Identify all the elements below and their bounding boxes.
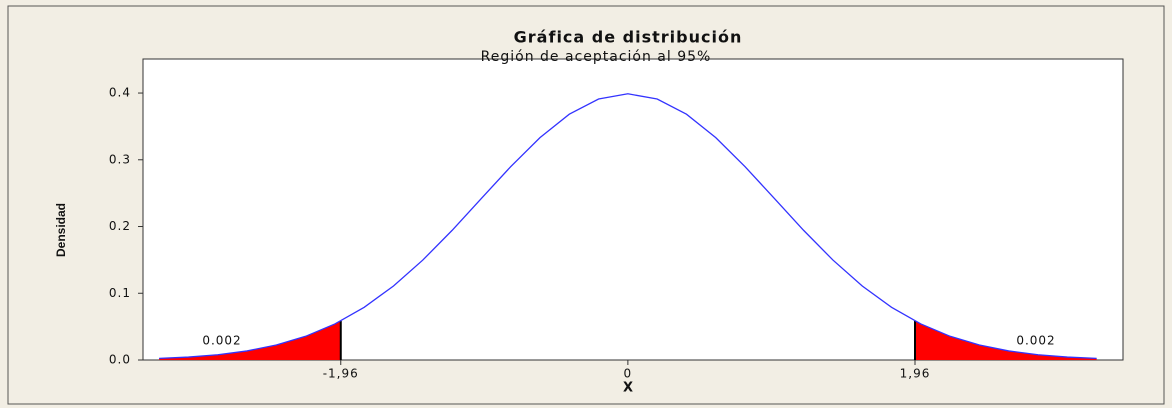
chart-subtitle: Región de aceptación al 95%: [481, 49, 712, 65]
tail-annotation: 0.002: [202, 334, 241, 348]
density-curve: [159, 93, 1097, 360]
plot-area: [142, 58, 1124, 361]
y-tick-label: 0.0: [109, 353, 131, 367]
x-axis-label: X: [623, 381, 633, 396]
y-tick-label: 0.4: [109, 86, 131, 100]
x-tick-label: -1,96: [323, 367, 359, 381]
tail-area: [914, 321, 1097, 360]
y-tick-label: 0.1: [109, 286, 131, 300]
tail-annotation: 0.002: [1016, 334, 1055, 348]
x-tick-label: 1,96: [900, 367, 931, 381]
y-tick-label: 0.2: [109, 219, 131, 233]
chart-title: Gráfica de distribución: [514, 28, 743, 47]
y-axis-label: Densidad: [54, 203, 68, 257]
x-tick-label: 0: [624, 367, 633, 381]
y-tick-label: 0.3: [109, 152, 131, 166]
frame: [7, 5, 1165, 405]
tail-area: [159, 321, 341, 360]
